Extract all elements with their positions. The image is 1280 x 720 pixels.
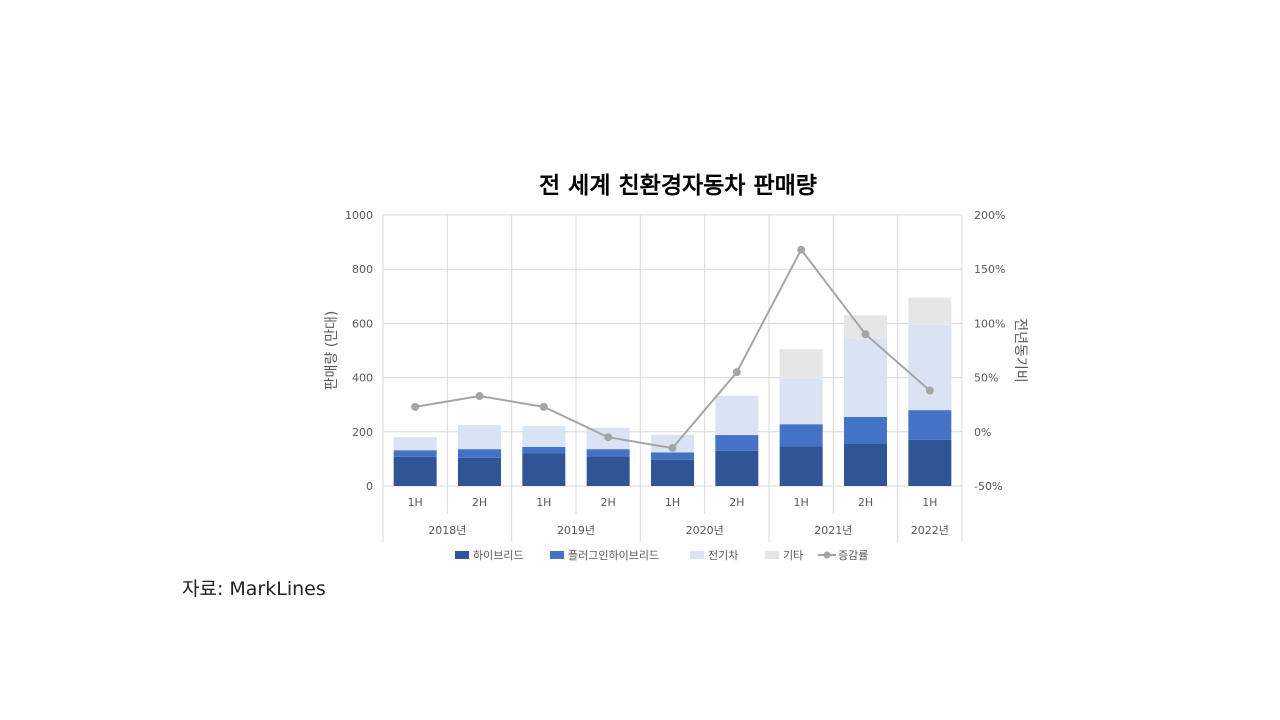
bar-segment [393, 456, 437, 486]
growth-point [732, 368, 741, 377]
growth-point [797, 245, 806, 254]
bar-segment [779, 378, 823, 425]
bar-segment [522, 453, 566, 486]
x-tick-label: 2H [472, 496, 487, 509]
y-tick-label: 200 [352, 426, 373, 439]
legend-label: 전기차 [708, 549, 738, 562]
y2-axis-title: 전년동기비 [1012, 318, 1028, 382]
y-tick-label: 600 [352, 317, 373, 330]
legend-label: 하이브리드 [473, 548, 524, 562]
x-tick-label: 1H [536, 496, 551, 509]
bar-segment [779, 349, 823, 379]
x-tick-label: 1H [922, 496, 937, 509]
y-tick-label: 0 [366, 480, 373, 493]
y2-tick-label: 100% [974, 317, 1005, 330]
bar-segment [586, 449, 630, 457]
legend-swatch [550, 551, 564, 559]
bar-segment [458, 457, 501, 486]
bar-segment [651, 434, 694, 453]
axes: 0 200 400 600 800 1000 -50% 0% 50% 100% 150% 200% 1H… [324, 209, 1028, 537]
bar-segment [908, 324, 952, 411]
bars [393, 297, 952, 486]
bar-segment [458, 425, 501, 450]
bar-segment [779, 424, 823, 447]
x-tick-label: 1H [408, 496, 423, 509]
grid-lines [382, 214, 963, 542]
bar-segment [715, 435, 759, 451]
bar-segment [651, 452, 694, 460]
bar-segment [715, 395, 759, 436]
bar-segment [393, 437, 437, 451]
growth-point [604, 433, 613, 442]
growth-point [925, 386, 934, 395]
x-tick-label: 2H [858, 496, 873, 509]
growth-point [411, 402, 420, 411]
year-group-label: 2020년 [686, 524, 724, 537]
legend: 하이브리드 플러그인하이브리드 전기차 기타 증감률 [455, 548, 868, 562]
source-note: 자료: MarkLines [182, 578, 326, 600]
y-tick-label: 800 [352, 263, 373, 276]
legend-swatch [455, 551, 469, 559]
bar-segment [458, 449, 501, 458]
y-tick-label: 400 [352, 372, 373, 385]
bar-segment [393, 450, 437, 457]
bar-segment [715, 450, 759, 486]
bar-segment [908, 439, 952, 486]
legend-label: 증감률 [838, 549, 868, 562]
growth-point [475, 392, 484, 401]
y2-tick-label: 50% [974, 372, 998, 385]
legend-marker [823, 551, 831, 559]
year-group-label: 2022년 [911, 524, 949, 537]
x-tick-label: 1H [665, 496, 680, 509]
bar-segment [651, 459, 694, 486]
bar-segment [908, 297, 952, 325]
bar-segment [586, 456, 630, 486]
growth-point [539, 402, 548, 411]
legend-swatch [690, 551, 704, 559]
year-group-label: 2019년 [557, 524, 595, 537]
legend-swatch [765, 551, 779, 559]
bar-segment [779, 446, 823, 486]
bar-segment [522, 446, 566, 454]
x-tick-label: 2H [601, 496, 616, 509]
growth-line [411, 245, 934, 453]
legend-label: 기타 [783, 549, 803, 562]
y-tick-label: 1000 [345, 209, 373, 222]
legend-label: 플러그인하이브리드 [568, 548, 659, 562]
growth-point [861, 330, 870, 339]
chart-title: 전 세계 친환경자동차 판매량 [539, 173, 817, 199]
y2-tick-label: 150% [974, 263, 1005, 276]
bar-segment [844, 338, 887, 417]
bar-segment [844, 416, 887, 444]
x-tick-label: 2H [729, 496, 744, 509]
y2-tick-label: 0% [974, 426, 991, 439]
bar-segment [908, 410, 952, 440]
y-axis-title: 판매량 (만대) [324, 311, 340, 391]
year-group-label: 2018년 [428, 524, 466, 537]
bar-segment [522, 426, 566, 447]
growth-point [668, 444, 677, 453]
x-tick-label: 1H [794, 496, 809, 509]
bar-segment [844, 443, 887, 486]
y2-tick-label: -50% [974, 480, 1002, 493]
year-group-label: 2021년 [814, 524, 852, 537]
y2-tick-label: 200% [974, 209, 1005, 222]
